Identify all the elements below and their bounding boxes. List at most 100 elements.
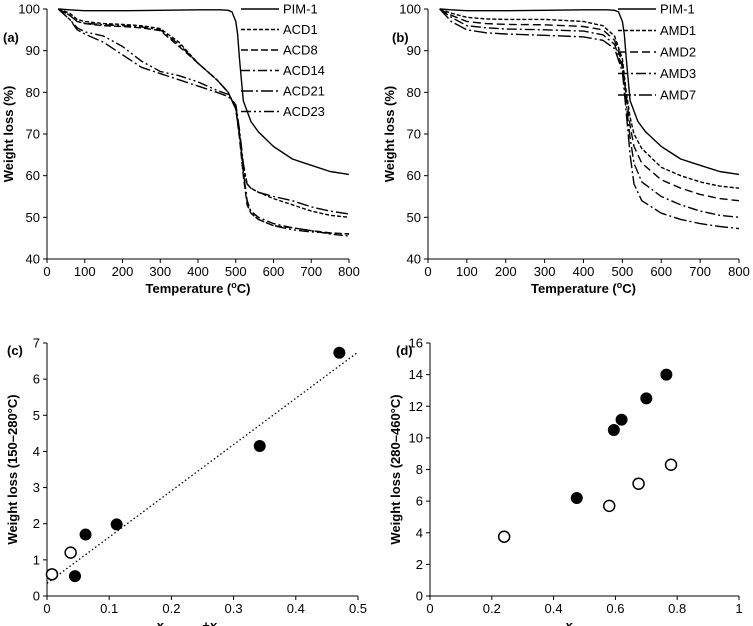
- legend-entry: AMD3: [660, 66, 696, 81]
- x-tick-label: 0.2: [483, 601, 501, 616]
- y-tick-label: 5: [33, 408, 40, 423]
- data-point-filled: [660, 368, 673, 381]
- y-tick-label: 16: [409, 336, 423, 351]
- x-tick-label: 0.3: [225, 601, 243, 616]
- legend-entry: ACD23: [283, 104, 325, 119]
- series-line-acd14: [57, 8, 350, 237]
- x-tick-label: 0: [43, 264, 50, 279]
- x-tick-label: 100: [74, 264, 96, 279]
- y-tick-label: 14: [409, 367, 423, 382]
- legend-entry: PIM-1: [283, 2, 318, 17]
- x-tick-label: 0: [426, 601, 433, 616]
- legend-entry: ACD14: [283, 63, 325, 78]
- series-line-amd1: [439, 8, 740, 189]
- y-tick-label: 40: [407, 252, 421, 267]
- y-tick-label: 100: [399, 2, 421, 17]
- x-tick-label: 700: [300, 264, 322, 279]
- y-axis-label: Weight loss (%): [382, 86, 397, 183]
- panel-b: 0 100 200 300 400 500 600 700 800 40 50 60 70 80 90 100…: [382, 2, 750, 297]
- data-point-filled: [640, 392, 653, 405]
- x-label-var: x: [564, 618, 573, 626]
- x-tick-label: 0.6: [606, 601, 624, 616]
- y-tick-label: 6: [33, 372, 40, 387]
- data-point-open: [497, 530, 511, 543]
- y-axis-label: Weight loss (%): [1, 86, 16, 183]
- x-tick-label: 800: [338, 264, 360, 279]
- x-tick-label: 1: [735, 601, 742, 616]
- y-tick-label: 8: [416, 462, 423, 477]
- data-point-open: [45, 568, 59, 581]
- series-line-acd23: [57, 8, 350, 235]
- data-point-filled: [110, 518, 123, 531]
- x-tick-label: 600: [650, 264, 672, 279]
- y-axis-label: Weight loss (280–460°C): [388, 394, 403, 544]
- legend-entry: AMD7: [660, 88, 696, 103]
- y-tick-label: 2: [416, 557, 423, 572]
- x-tick-label: 200: [495, 264, 517, 279]
- series-line-amd7: [439, 8, 740, 230]
- x-tick-label: 300: [149, 264, 171, 279]
- panel-c: 0 0.1 0.2 0.3 0.4 0.5 0 1 2 3 4 5 6 7 Weight loss (150…: [5, 336, 367, 626]
- data-point-open: [64, 546, 77, 559]
- x-tick-label: 600: [263, 264, 285, 279]
- x-label-part: Temperature (: [146, 281, 232, 296]
- panel-a: 0 100 200 300 400 500 600 700 800 40 50 60 70 80 90 100…: [1, 2, 360, 297]
- y-tick-label: 0: [416, 589, 423, 604]
- x-tick-label: 0: [424, 264, 431, 279]
- legend-entry: ACD8: [283, 43, 318, 58]
- x-label-part: Temperature (: [531, 281, 617, 296]
- y-axis-label: Weight loss (150–280°C): [5, 394, 20, 544]
- y-tick-label: 1: [33, 552, 40, 567]
- data-point-filled: [607, 423, 620, 436]
- x-tick-label: 500: [612, 264, 634, 279]
- x-tick-label: 0.4: [287, 601, 305, 616]
- series-line-pim-1: [439, 8, 740, 176]
- x-tick-label: 400: [573, 264, 595, 279]
- y-tick-label: 90: [26, 43, 40, 58]
- x-tick-label: 0.1: [100, 601, 118, 616]
- x-label-superscript: o: [231, 280, 237, 290]
- x-tick-label: 400: [187, 264, 209, 279]
- legend-entry: AMD2: [660, 45, 696, 60]
- x-tick-label: 500: [225, 264, 247, 279]
- legend-entry: ACD21: [283, 84, 325, 99]
- x-axis-label: Temperature (oC): [146, 280, 251, 296]
- y-tick-label: 40: [26, 252, 40, 267]
- data-point-filled: [68, 570, 81, 583]
- y-tick-label: 10: [409, 430, 423, 445]
- y-tick-label: 3: [33, 480, 40, 495]
- data-point-filled: [615, 413, 628, 426]
- series-line-acd1: [58, 8, 350, 218]
- y-tick-label: 50: [26, 210, 40, 225]
- y-tick-label: 80: [26, 85, 40, 100]
- x-label-superscript: o: [617, 280, 623, 290]
- series-line-amd3: [439, 8, 740, 218]
- series-line-acd21: [57, 8, 350, 215]
- y-tick-label: 4: [416, 525, 423, 540]
- legend-entry: PIM-1: [660, 2, 695, 17]
- x-label-part: C): [622, 281, 636, 296]
- x-tick-label: 300: [534, 264, 556, 279]
- y-tick-label: 80: [407, 85, 421, 100]
- legend-entry: AMD1: [660, 23, 696, 38]
- x-label-part: C): [237, 281, 251, 296]
- y-tick-label: 7: [33, 336, 40, 351]
- y-tick-label: 12: [409, 399, 423, 414]
- data-point-open: [664, 458, 678, 472]
- y-tick-label: 4: [33, 444, 40, 459]
- x-tick-label: 0: [43, 601, 50, 616]
- data-point-open: [602, 499, 616, 513]
- x-tick-label: 0.8: [668, 601, 686, 616]
- x-label-var: +x: [202, 618, 218, 626]
- panel-label: (a): [3, 30, 19, 45]
- x-tick-label: 100: [456, 264, 478, 279]
- series-line-pim-1: [58, 8, 350, 176]
- data-point-filled: [79, 528, 92, 541]
- x-tick-label: 0.4: [545, 601, 563, 616]
- x-axis-label: xCONH2: [564, 618, 604, 626]
- y-tick-label: 100: [18, 2, 40, 17]
- legend-entry: ACD1: [283, 22, 318, 37]
- data-point-filled: [253, 440, 266, 453]
